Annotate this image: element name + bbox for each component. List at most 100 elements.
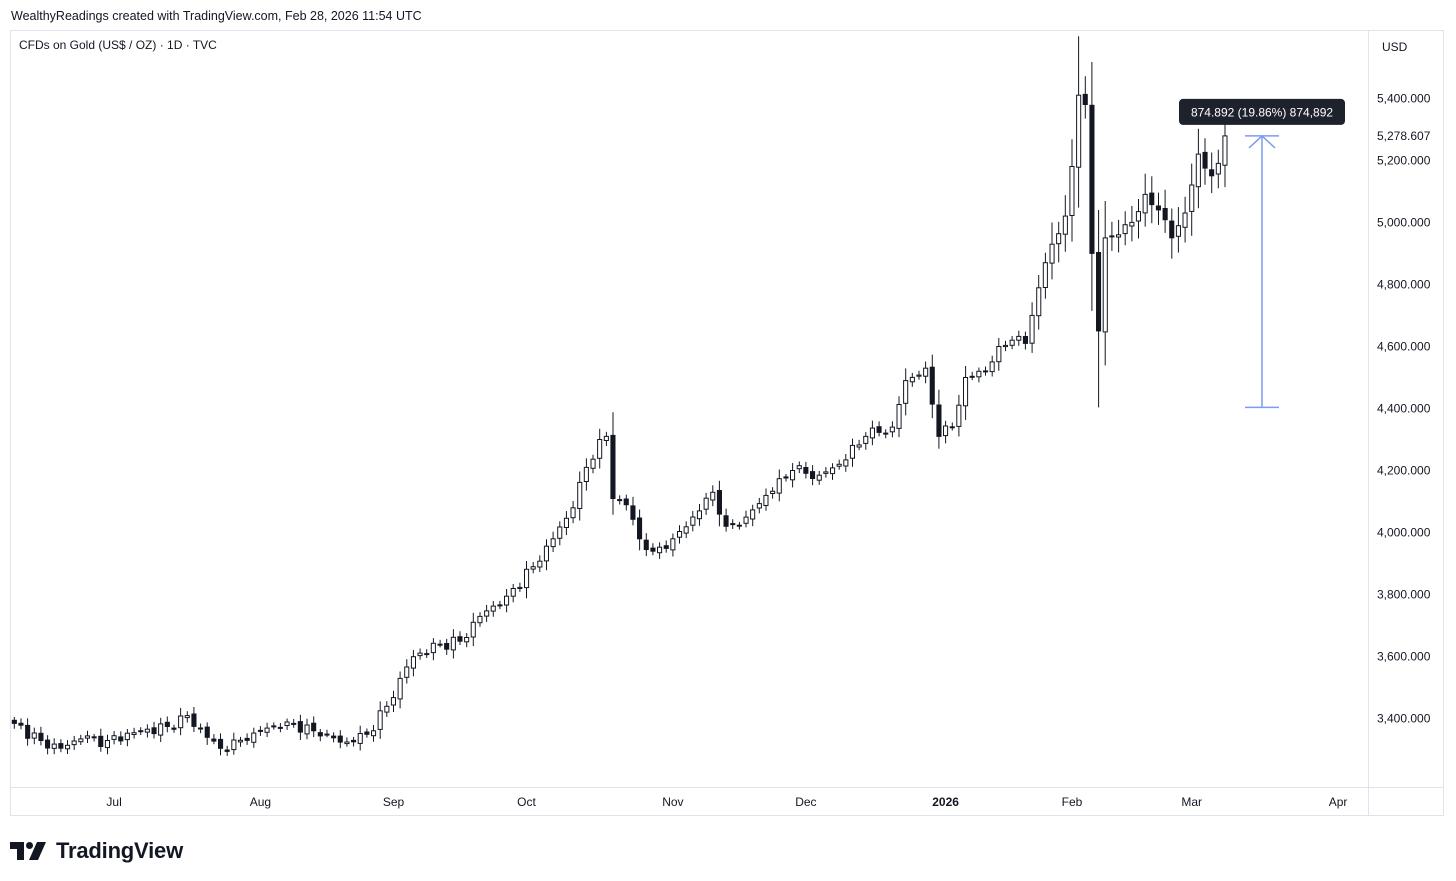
price-tick-label: 3,400.000 xyxy=(1377,712,1431,726)
candle xyxy=(131,727,137,739)
candle xyxy=(750,504,756,527)
candle xyxy=(517,582,523,592)
candle-body-down xyxy=(38,732,44,741)
candle xyxy=(357,725,363,751)
candle-body-up xyxy=(397,677,403,700)
tradingview-logo[interactable]: TradingView xyxy=(10,838,183,864)
candle xyxy=(317,729,323,742)
candle-body-up xyxy=(896,404,902,429)
candle-body-down xyxy=(331,735,337,739)
candle-body-up xyxy=(111,735,117,740)
candle-body-up xyxy=(989,361,995,373)
candle-body-up xyxy=(563,517,570,528)
candle xyxy=(291,719,297,728)
candle-body-up xyxy=(271,725,277,728)
candle xyxy=(836,459,842,470)
price-tick-label: 4,000.000 xyxy=(1377,526,1431,540)
candle-body-up xyxy=(377,710,383,730)
candle-body-up xyxy=(371,730,377,737)
candle-body-up xyxy=(1129,221,1135,227)
candle xyxy=(1029,302,1035,353)
candle xyxy=(1135,199,1142,239)
candle xyxy=(424,649,430,658)
candle xyxy=(637,509,643,551)
candle-body-up xyxy=(1215,162,1221,175)
candle xyxy=(510,584,516,603)
candle-body-down xyxy=(198,727,204,730)
candle xyxy=(224,745,230,756)
candle-body-down xyxy=(1169,220,1175,239)
candle xyxy=(530,562,536,574)
candle xyxy=(710,485,716,507)
candle-body-up xyxy=(1062,215,1068,235)
price-axis[interactable]: USD 3,400.000 3,600.000 3,800.000 4,000.000… xyxy=(1368,30,1443,816)
candle xyxy=(1175,207,1182,253)
price-range-measure[interactable]: 874.892 (19.86%) 874,892 xyxy=(1179,98,1345,409)
candle-body-up xyxy=(537,560,543,568)
candle xyxy=(404,659,410,684)
time-tick-label: 2026 xyxy=(932,795,959,809)
candle-body-up xyxy=(1042,262,1048,289)
price-tick-label: 5,000.000 xyxy=(1377,215,1431,229)
candle-body-up xyxy=(683,526,689,534)
candle-body-up xyxy=(464,637,470,643)
candle-body-down xyxy=(1202,151,1208,169)
currency-label[interactable]: USD xyxy=(1382,40,1408,54)
candle-body-down xyxy=(45,739,51,749)
candle-body-up xyxy=(530,566,536,570)
candle-body-up xyxy=(504,595,510,606)
candle-body-down xyxy=(337,735,343,743)
candle-body-down xyxy=(1096,252,1102,332)
candle xyxy=(65,740,71,754)
candle-body-up xyxy=(776,478,782,494)
symbol-title[interactable]: CFDs on Gold (US$ / OZ) · 1D · TVC xyxy=(19,38,217,52)
candle-body-up xyxy=(284,721,290,726)
candle xyxy=(484,604,490,622)
candle xyxy=(390,690,396,712)
candle xyxy=(816,471,822,485)
candle-body-up xyxy=(750,509,756,520)
candle xyxy=(457,631,463,645)
time-axis[interactable]: Jul Aug Sep Oct Nov Dec 2026 Feb Mar Apr xyxy=(10,787,1444,810)
candle-body-up xyxy=(863,435,869,444)
candle xyxy=(384,701,390,717)
candle xyxy=(251,727,257,748)
candle xyxy=(78,734,84,745)
candle-body-up xyxy=(710,491,716,501)
time-tick-label: Aug xyxy=(250,795,271,809)
candle-body-up xyxy=(344,741,350,745)
candle xyxy=(1209,152,1215,194)
candle-body-up xyxy=(65,744,71,750)
candle xyxy=(843,454,849,472)
candle-body-up xyxy=(963,377,969,407)
candle-body-up xyxy=(484,610,490,617)
candle-body-up xyxy=(830,467,836,475)
candle-body-up xyxy=(816,474,822,481)
candle-body-down xyxy=(936,404,942,437)
candle xyxy=(583,458,589,491)
candle xyxy=(1096,210,1102,408)
candle xyxy=(151,721,157,739)
candle xyxy=(1049,222,1055,280)
candle xyxy=(909,372,915,387)
candle xyxy=(58,739,64,753)
candle xyxy=(450,629,456,659)
candle xyxy=(218,733,224,756)
candle-body-up xyxy=(657,546,663,554)
time-tick-label: Feb xyxy=(1062,795,1083,809)
candle xyxy=(756,497,762,514)
candle-body-up xyxy=(304,724,310,735)
candle xyxy=(444,638,450,655)
time-tick-label: Dec xyxy=(795,795,816,809)
candle-body-down xyxy=(311,722,317,732)
candle xyxy=(324,729,330,738)
candle xyxy=(118,731,124,745)
candle xyxy=(144,724,150,738)
candle xyxy=(949,422,955,431)
candle-body-up xyxy=(84,735,91,739)
candle-body-up xyxy=(257,729,263,732)
candle-body-up xyxy=(158,723,164,736)
candle-body-down xyxy=(164,721,170,727)
candle xyxy=(1155,192,1162,225)
